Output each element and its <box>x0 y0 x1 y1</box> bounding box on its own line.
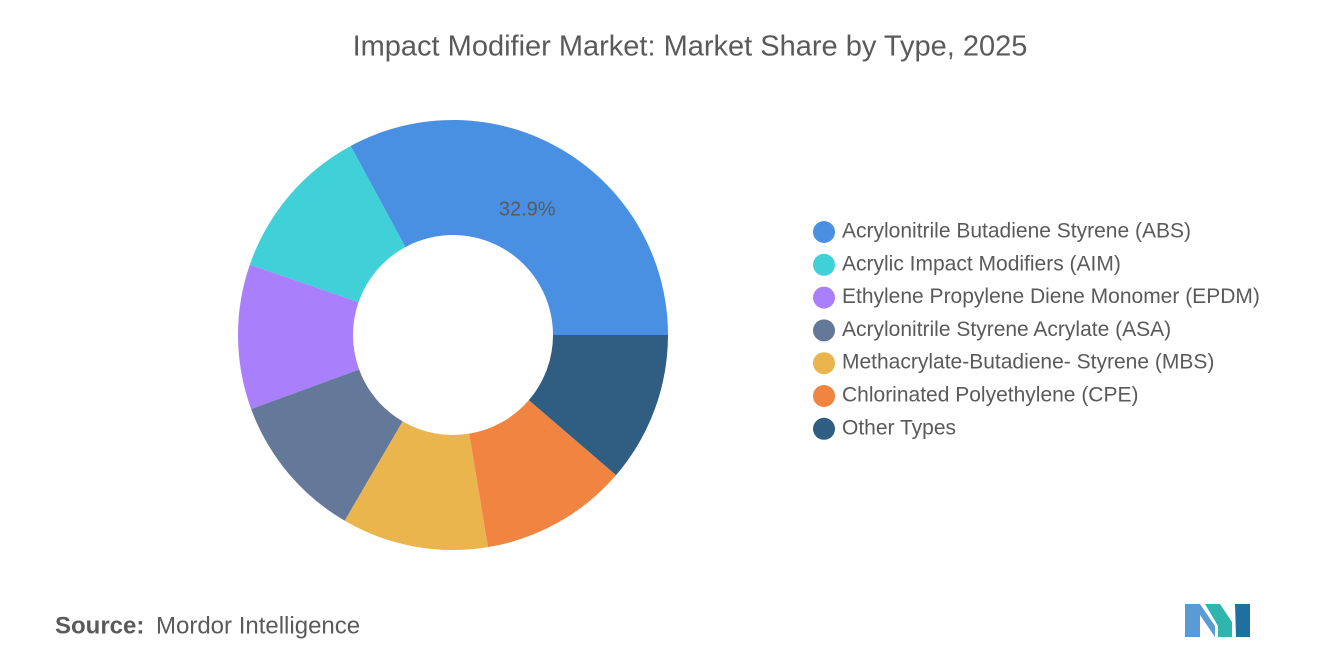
donut-slice <box>528 335 668 476</box>
donut-slice <box>237 264 360 410</box>
legend-swatch <box>813 417 835 440</box>
legend-label: Acrylonitrile Butadiene Styrene (ABS) <box>842 220 1191 243</box>
legend-label: Acrylic Impact Modifiers (AIM) <box>842 252 1121 275</box>
legend-swatch <box>813 352 835 375</box>
source-label: Source: <box>55 612 144 639</box>
donut-slice <box>344 421 488 550</box>
legend-label: Other Types <box>842 416 956 439</box>
legend-swatch <box>813 221 835 243</box>
donut-slice <box>469 400 617 548</box>
logo <box>1185 604 1250 637</box>
source: Mordor Intelligence <box>156 612 360 639</box>
legend-swatch <box>813 319 835 342</box>
donut-slice <box>350 120 668 335</box>
legend-swatch <box>813 286 835 309</box>
chart-title: Impact Modifier Market: Market Share by … <box>353 31 1028 63</box>
legend-label: Ethylene Propylene Diene Monomer (EPDM) <box>842 285 1260 308</box>
legend-swatch <box>813 253 835 276</box>
legend-swatch <box>813 385 835 407</box>
donut-slice <box>251 369 403 521</box>
data-label: 32.9% <box>499 199 556 221</box>
legend-label: Acrylonitrile Styrene Acrylate (ASA) <box>842 318 1171 341</box>
donut-slice <box>249 145 406 303</box>
legend-label: Methacrylate-Butadiene- Styrene (MBS) <box>842 351 1214 374</box>
legend-label: Chlorinated Polyethylene (CPE) <box>842 384 1138 407</box>
